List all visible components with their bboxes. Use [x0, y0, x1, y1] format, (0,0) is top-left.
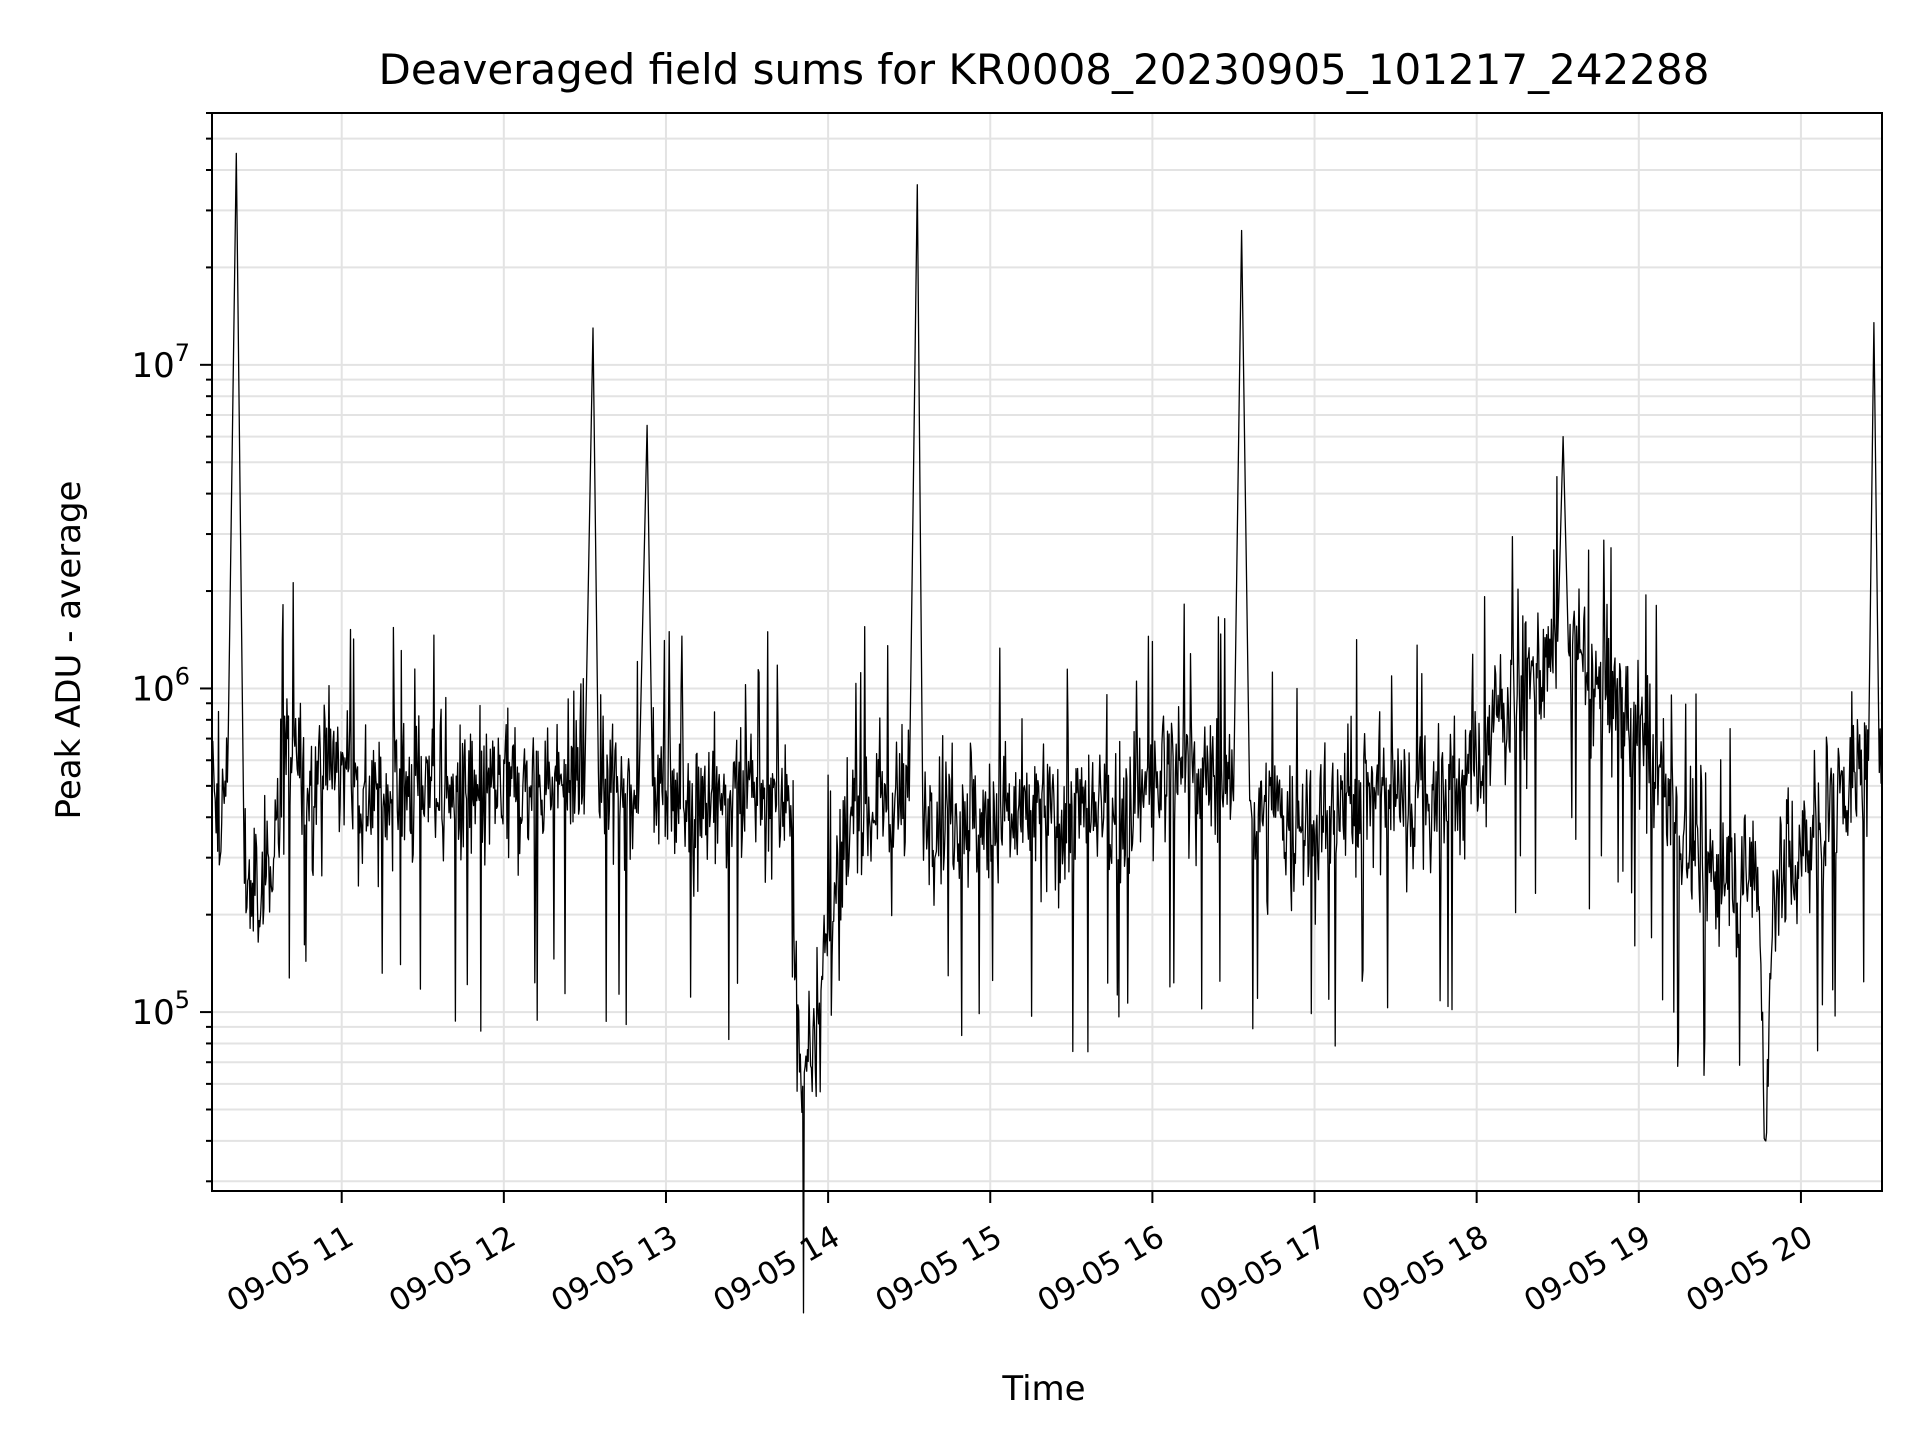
y-tick-label: 107: [131, 339, 190, 386]
y-tick-label-exponent: 5: [175, 986, 190, 1014]
chart-title: Deaveraged field sums for KR0008_2023090…: [379, 45, 1710, 94]
series-line: [211, 152, 1883, 1314]
plot-frame: [211, 112, 1883, 1192]
y-tick-label-exponent: 6: [175, 662, 190, 690]
y-tick-label-exponent: 7: [175, 339, 190, 367]
y-tick-label-base: 10: [131, 993, 174, 1033]
y-tick-label-base: 10: [131, 669, 174, 709]
y-axis-label: Peak ADU - average: [49, 481, 89, 820]
y-tick-label-base: 10: [131, 346, 174, 386]
y-tick-label: 105: [131, 986, 190, 1033]
series-layer: [211, 152, 1883, 1314]
y-tick-label: 106: [131, 662, 190, 709]
x-axis-label: Time: [1001, 1369, 1085, 1409]
